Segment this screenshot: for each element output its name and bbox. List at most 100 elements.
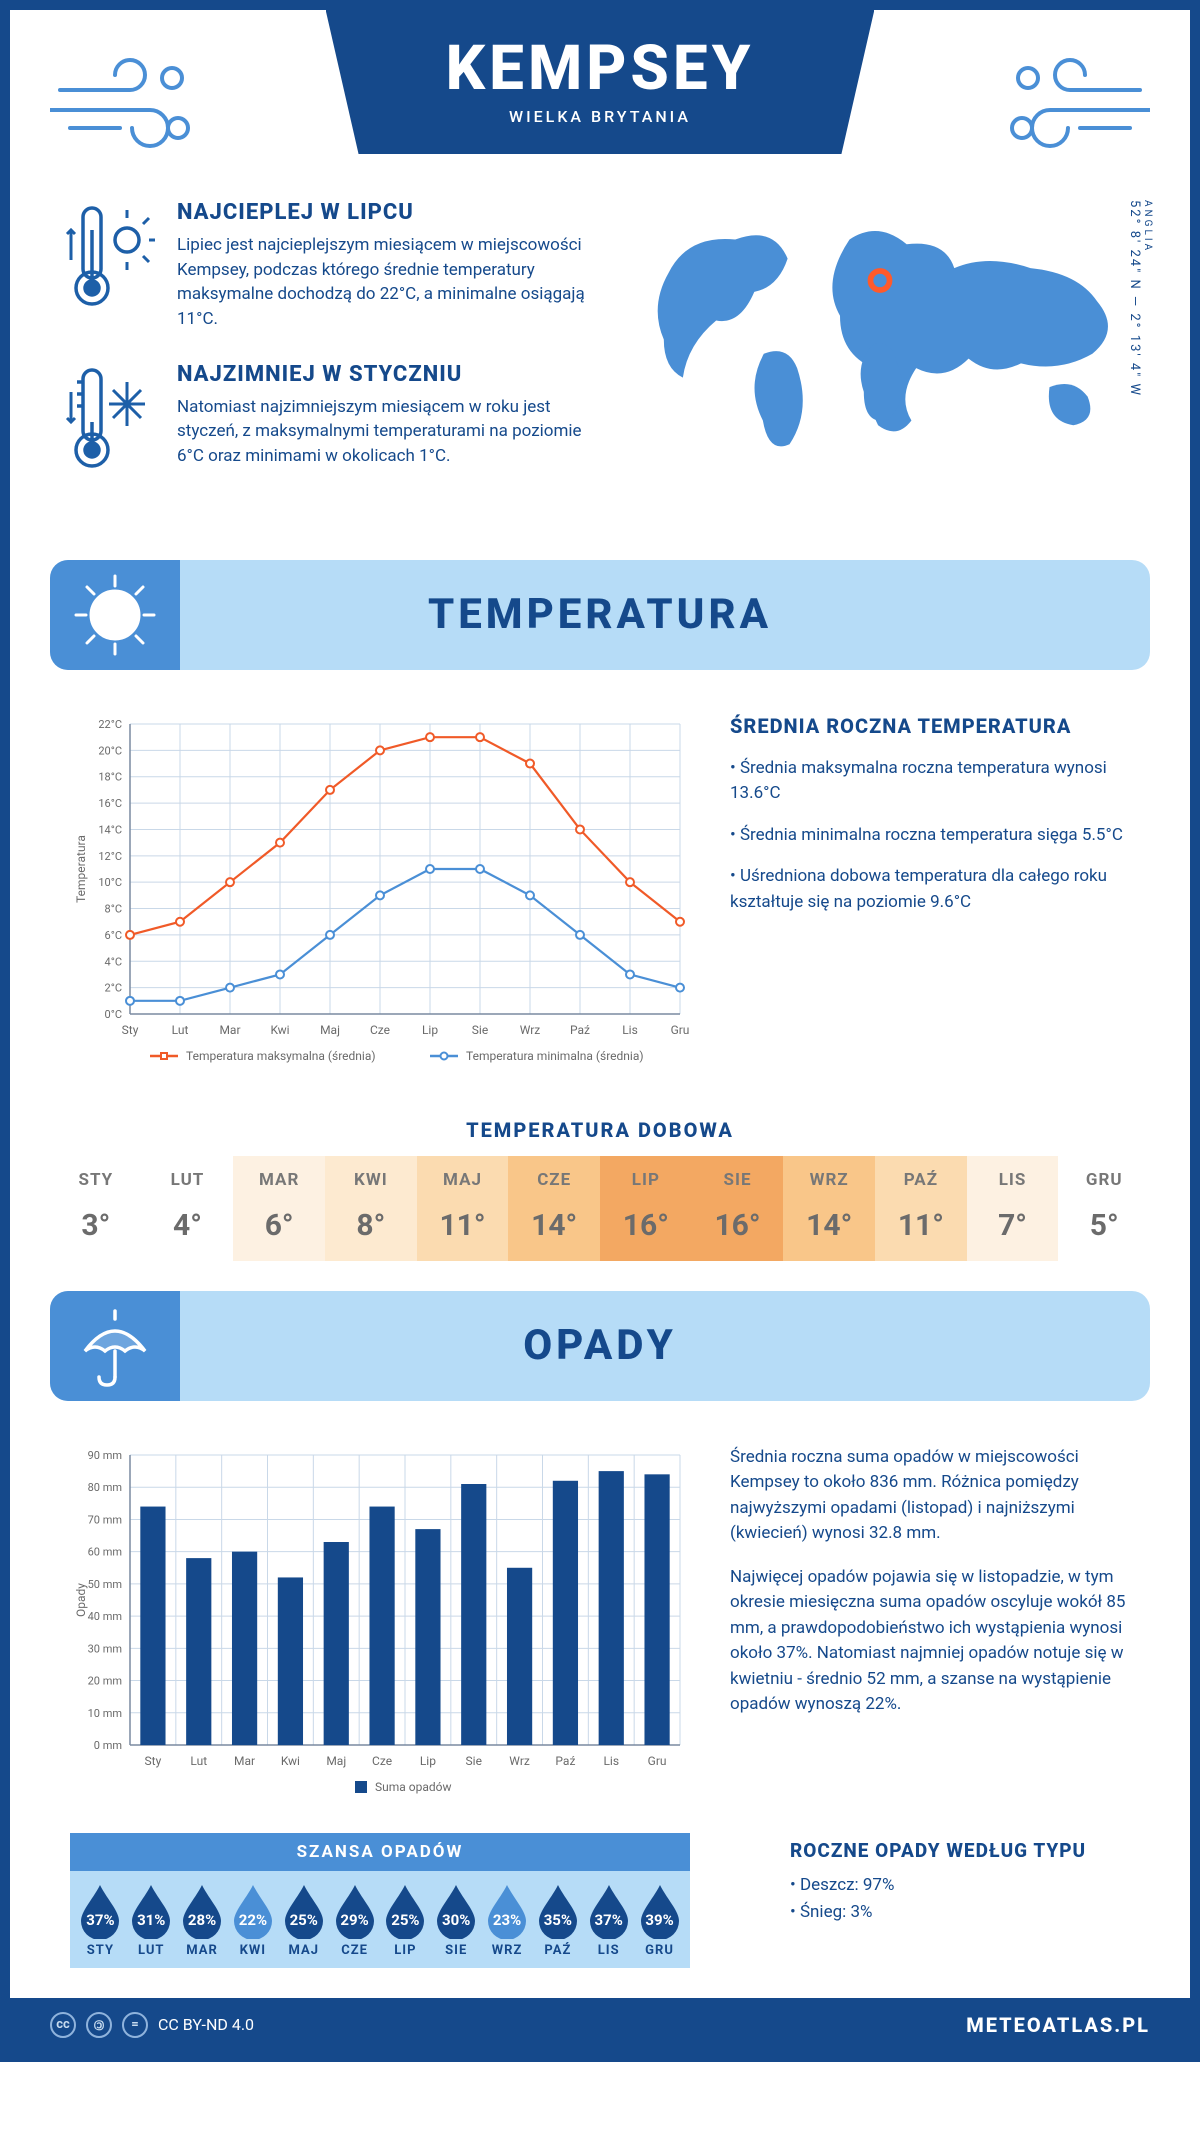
svg-text:60 mm: 60 mm — [88, 1545, 122, 1558]
wind-icon — [50, 50, 200, 164]
coldest-block: NAJZIMNIEJ W STYCZNIU Natomiast najzimni… — [65, 362, 610, 476]
chance-cell: 39% GRU — [635, 1883, 684, 1958]
hottest-title: NAJCIEPLEJ W LIPCU — [177, 200, 610, 225]
world-map: ANGLIA 52° 8' 24" N — 2° 13' 4" W — [640, 200, 1135, 506]
daily-month: SIE — [692, 1170, 784, 1190]
chance-pct: 37% — [76, 1911, 125, 1929]
chance-cell: 25% MAJ — [279, 1883, 328, 1958]
license-block: cc 🄯 = CC BY-ND 4.0 — [50, 2012, 254, 2038]
daily-cell: MAR6° — [233, 1156, 325, 1261]
svg-text:Cze: Cze — [372, 1754, 392, 1768]
svg-text:18°C: 18°C — [98, 770, 122, 783]
hottest-block: NAJCIEPLEJ W LIPCU Lipiec jest najcieple… — [65, 200, 610, 332]
chance-cell: 28% MAR — [178, 1883, 227, 1958]
daily-value: 14° — [508, 1208, 600, 1243]
chance-pct: 37% — [584, 1911, 633, 1929]
svg-text:10 mm: 10 mm — [88, 1706, 122, 1719]
svg-text:Sie: Sie — [466, 1754, 482, 1768]
daily-value: 5° — [1058, 1208, 1150, 1243]
svg-text:Lip: Lip — [422, 1023, 438, 1037]
temperature-title: TEMPERATURA — [428, 590, 772, 639]
svg-text:6°C: 6°C — [105, 928, 122, 941]
footer: cc 🄯 = CC BY-ND 4.0 METEOATLAS.PL — [10, 1998, 1190, 2052]
region-label: ANGLIA — [1142, 200, 1153, 391]
daily-temp-title: TEMPERATURA DOBOWA — [10, 1118, 1190, 1142]
drop-icon: 37% — [76, 1883, 125, 1939]
svg-text:50 mm: 50 mm — [88, 1577, 122, 1590]
daily-month: PAŹ — [875, 1170, 967, 1190]
daily-cell: GRU 5° — [1058, 1156, 1150, 1261]
daily-value: 8° — [325, 1208, 417, 1243]
precip-title: OPADY — [523, 1321, 677, 1370]
daily-month: GRU — [1058, 1170, 1150, 1190]
daily-cell: LIS7° — [967, 1156, 1059, 1261]
svg-text:8°C: 8°C — [105, 902, 122, 915]
header: KEMPSEY WIELKA BRYTANIA — [10, 10, 1190, 200]
chance-month: GRU — [635, 1943, 684, 1958]
svg-text:Gru: Gru — [671, 1023, 690, 1037]
svg-text:Temperatura minimalna (średnia: Temperatura minimalna (średnia) — [466, 1049, 644, 1063]
drop-icon: 37% — [584, 1883, 633, 1939]
intro-row: NAJCIEPLEJ W LIPCU Lipiec jest najcieple… — [10, 200, 1190, 536]
precip-text: Średnia roczna suma opadów w miejscowośc… — [730, 1445, 1130, 1809]
chance-month: CZE — [330, 1943, 379, 1958]
site-name: METEOATLAS.PL — [966, 2013, 1150, 2037]
chance-pct: 25% — [381, 1911, 430, 1929]
chance-pct: 23% — [483, 1911, 532, 1929]
drop-icon: 28% — [178, 1883, 227, 1939]
svg-text:Temperatura maksymalna (średni: Temperatura maksymalna (średnia) — [186, 1049, 376, 1063]
chance-cell: 31% LUT — [127, 1883, 176, 1958]
chance-pct: 28% — [178, 1911, 227, 1929]
daily-month: MAJ — [417, 1170, 509, 1190]
daily-value: 7° — [967, 1208, 1059, 1243]
daily-value: 14° — [783, 1208, 875, 1243]
chance-cell: 25% LIP — [381, 1883, 430, 1958]
precip-type-snow: • Śnieg: 3% — [790, 1899, 1130, 1926]
chance-month: MAR — [178, 1943, 227, 1958]
chance-pct: 29% — [330, 1911, 379, 1929]
svg-text:Lis: Lis — [622, 1023, 638, 1037]
hottest-body: Lipiec jest najcieplejszym miesiącem w m… — [177, 233, 610, 332]
svg-text:80 mm: 80 mm — [88, 1481, 122, 1494]
chance-month: PAŹ — [533, 1943, 582, 1958]
svg-text:Kwi: Kwi — [270, 1023, 289, 1037]
drop-icon: 30% — [432, 1883, 481, 1939]
chance-month: LIP — [381, 1943, 430, 1958]
daily-month: WRZ — [783, 1170, 875, 1190]
svg-text:30 mm: 30 mm — [88, 1642, 122, 1655]
chance-cell: 29% CZE — [330, 1883, 379, 1958]
chance-cell: 37% LIS — [584, 1883, 633, 1958]
svg-text:20°C: 20°C — [98, 744, 122, 757]
coldest-body: Natomiast najzimniejszym miesiącem w rok… — [177, 395, 610, 469]
daily-cell: LUT4° — [142, 1156, 234, 1261]
drop-icon: 25% — [381, 1883, 430, 1939]
drop-icon: 29% — [330, 1883, 379, 1939]
temperature-chart: 0°C2°C4°C6°C8°C10°C12°C14°C16°C18°C20°C2… — [70, 714, 690, 1078]
svg-text:Temperatura: Temperatura — [74, 835, 88, 903]
temperature-text: ŚREDNIA ROCZNA TEMPERATURA • Średnia mak… — [730, 714, 1130, 1078]
thermometer-hot-icon — [65, 200, 155, 332]
chance-cell: 30% SIE — [432, 1883, 481, 1958]
cc-icon: cc — [50, 2012, 76, 2038]
chance-month: WRZ — [483, 1943, 532, 1958]
drop-icon: 22% — [228, 1883, 277, 1939]
chance-cell: 35% PAŹ — [533, 1883, 582, 1958]
daily-month: LUT — [142, 1170, 234, 1190]
precip-chart: 0 mm10 mm20 mm30 mm40 mm50 mm60 mm70 mm8… — [70, 1445, 690, 1809]
wind-icon — [1000, 50, 1150, 164]
precip-type-block: ROCZNE OPADY WEDŁUG TYPU • Deszcz: 97% •… — [790, 1819, 1190, 1956]
temp-avg-heading: ŚREDNIA ROCZNA TEMPERATURA — [730, 714, 1130, 738]
svg-text:Cze: Cze — [370, 1023, 390, 1037]
title-banner: KEMPSEY WIELKA BRYTANIA — [326, 10, 875, 154]
license-text: CC BY-ND 4.0 — [158, 2015, 254, 2034]
chance-pct: 35% — [533, 1911, 582, 1929]
svg-text:Paź: Paź — [555, 1754, 575, 1768]
drop-icon: 25% — [279, 1883, 328, 1939]
daily-cell: PAŹ11° — [875, 1156, 967, 1261]
svg-text:Lut: Lut — [172, 1023, 189, 1037]
chance-cell: 37% STY — [76, 1883, 125, 1958]
svg-text:70 mm: 70 mm — [88, 1513, 122, 1526]
svg-text:40 mm: 40 mm — [88, 1610, 122, 1623]
drop-icon: 31% — [127, 1883, 176, 1939]
svg-text:Wrz: Wrz — [520, 1023, 541, 1037]
